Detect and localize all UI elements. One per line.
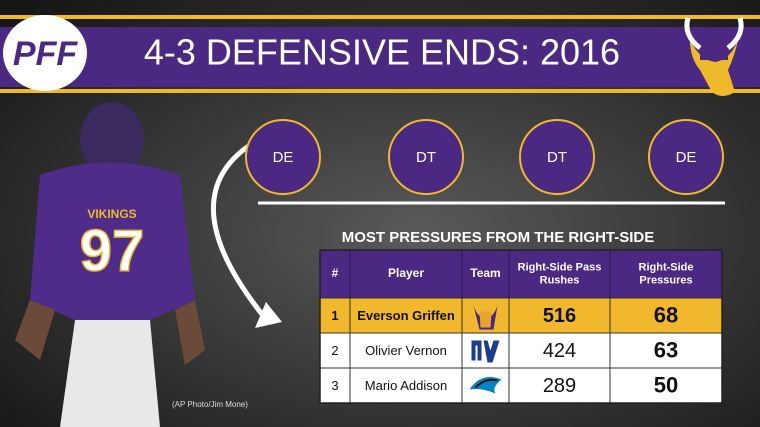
gold-line <box>0 89 760 93</box>
table-row <box>319 367 723 404</box>
cell: 63 <box>654 337 678 362</box>
arrow <box>210 142 267 320</box>
cell: 1 <box>331 308 338 323</box>
cell: 2 <box>331 343 338 358</box>
position-label: DT <box>416 149 436 166</box>
gold-line <box>0 15 760 19</box>
cell: Mario Addison <box>365 378 447 393</box>
position-circle <box>648 119 724 195</box>
positions: DE DT DT DE <box>245 119 724 195</box>
team-logo <box>473 305 498 330</box>
table: # Player Team Right-Side Pass Rushes Right-Si… <box>319 249 723 404</box>
cell: Everson Griffen <box>357 308 455 323</box>
title: 4-3 DEFENSIVE ENDS: 2016 <box>144 32 620 73</box>
position-circle <box>519 119 595 195</box>
logo-text: PFF <box>13 35 78 73</box>
table-border <box>319 249 723 404</box>
position-label: DE <box>273 149 294 166</box>
team-logo <box>479 311 492 328</box>
table-row <box>319 297 723 334</box>
team-logo <box>469 377 502 394</box>
table-row <box>319 332 723 369</box>
column-header: # <box>332 266 339 280</box>
player-illustration: VIKINGS 97 <box>15 102 205 427</box>
pff-logo <box>3 15 87 91</box>
position-label: DE <box>676 149 697 166</box>
jersey-number: 97 <box>80 218 145 283</box>
cell: 424 <box>543 340 576 362</box>
team-logo <box>474 378 498 389</box>
column-header: Right-Side Pass Rushes <box>518 261 602 286</box>
vikings-logo <box>684 17 744 96</box>
column-header: Player <box>388 266 424 280</box>
cell: 3 <box>331 378 338 393</box>
cell: 516 <box>543 305 576 327</box>
photo-credit: (AP Photo/Jim Mone) <box>172 400 248 409</box>
cell: 68 <box>654 302 678 327</box>
table-title: MOST PRESSURES FROM THE RIGHT-SIDE <box>342 229 655 246</box>
column-header: Team <box>470 266 500 280</box>
position-label: DT <box>547 149 567 166</box>
table-header <box>320 250 722 298</box>
jersey-text: VIKINGS <box>87 207 136 221</box>
cell: 289 <box>543 375 576 397</box>
header-band <box>0 27 760 87</box>
arrow-head <box>255 302 282 328</box>
team-logo <box>471 340 500 363</box>
cell: Olivier Vernon <box>365 343 447 358</box>
position-circle <box>245 119 321 195</box>
cell: 50 <box>654 372 678 397</box>
column-header: Right-Side Pressures <box>639 261 694 286</box>
position-circle <box>388 119 464 195</box>
